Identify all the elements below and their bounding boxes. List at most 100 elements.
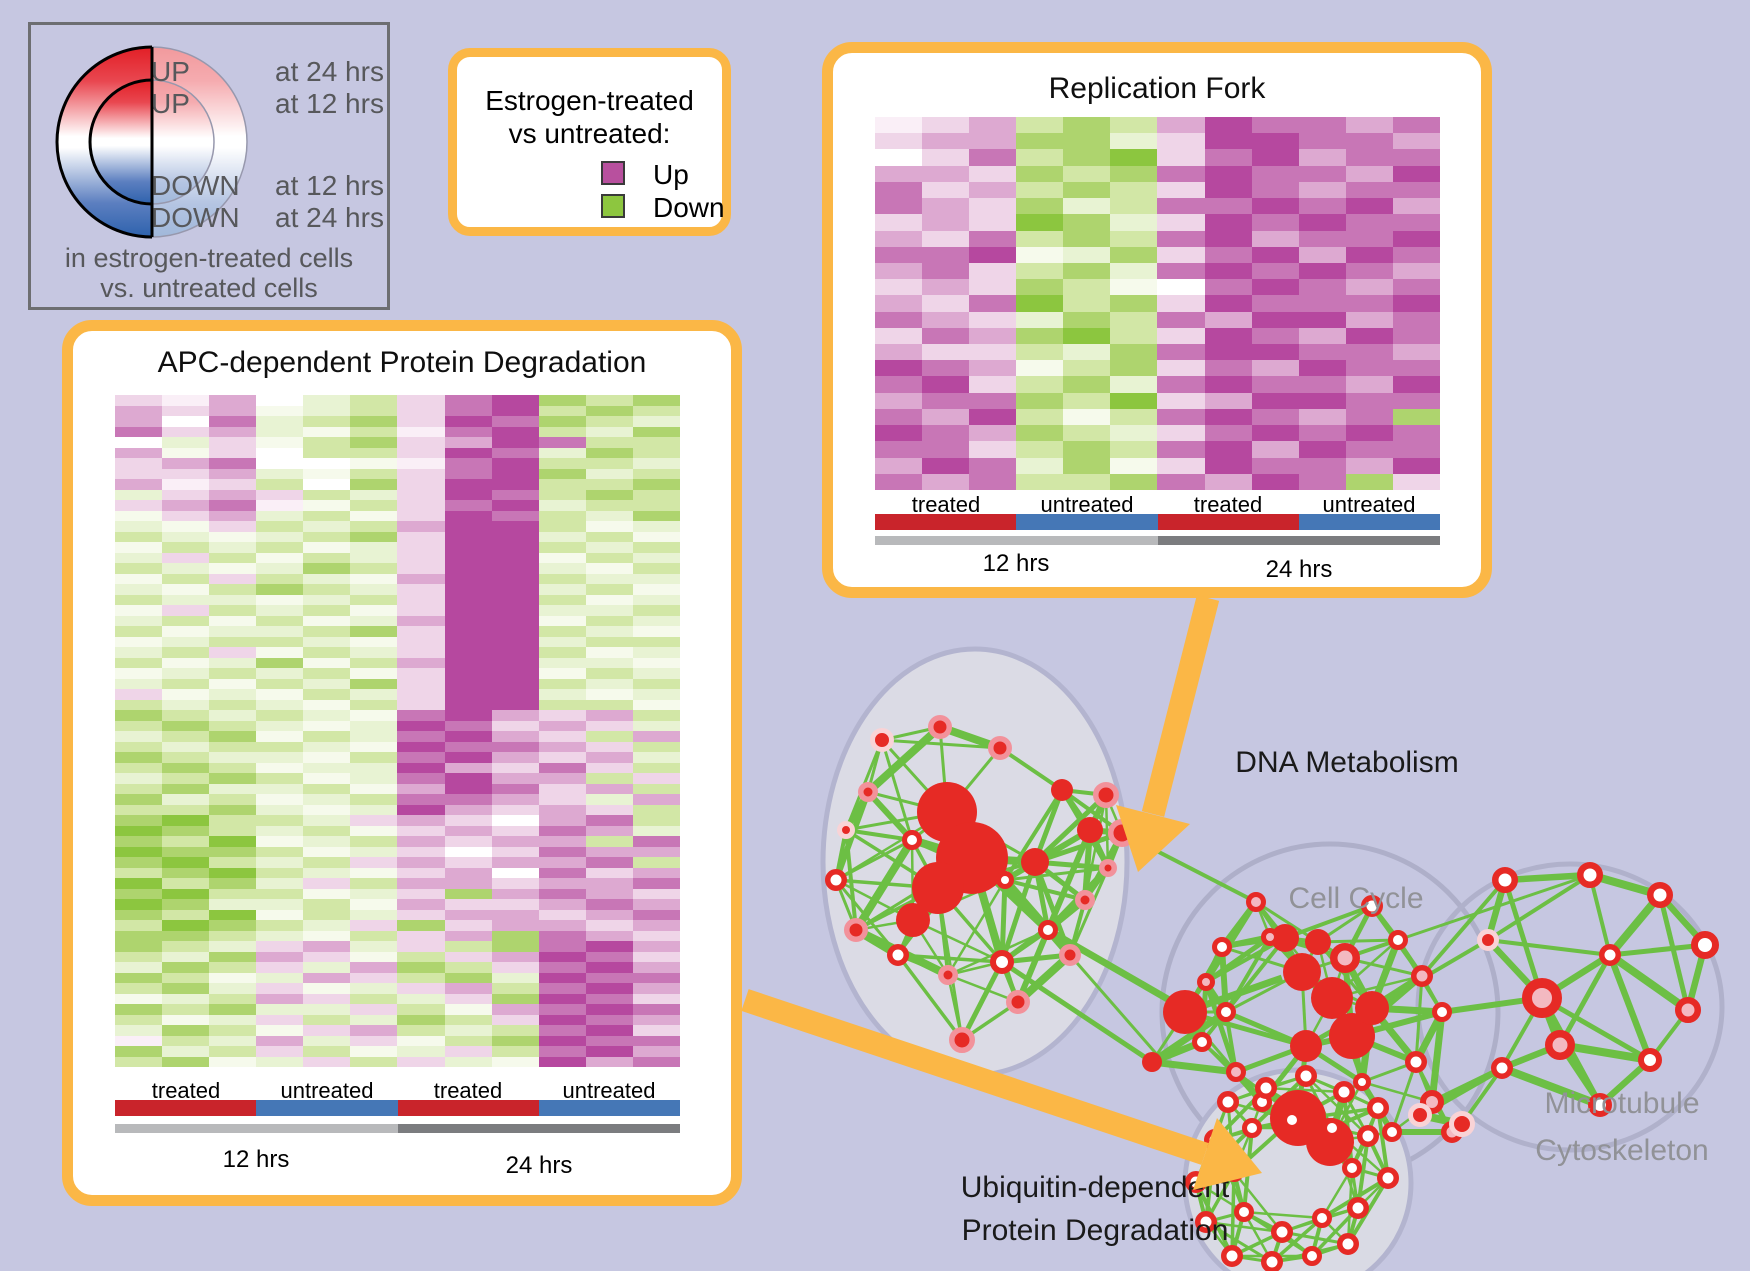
heatmap-cell <box>444 815 492 826</box>
heatmap-cell <box>162 689 210 700</box>
network-node <box>1330 943 1360 973</box>
heatmap-cell <box>585 405 633 416</box>
legend-time: at 12 hrs <box>275 170 384 201</box>
heatmap-cell <box>585 888 633 899</box>
heatmap-cell <box>444 405 492 416</box>
heatmap-cell <box>585 1046 633 1057</box>
heatmap-cell <box>1298 441 1346 458</box>
heatmap-cell <box>256 678 304 689</box>
network-node <box>928 715 952 739</box>
heatmap-cell <box>538 983 586 994</box>
heatmap-cell <box>209 962 257 973</box>
heatmap-cell <box>1392 246 1440 263</box>
heatmap-cell <box>632 1035 680 1046</box>
heatmap-cell <box>1298 376 1346 393</box>
network-node <box>1432 1002 1452 1022</box>
heatmap-cell <box>1392 214 1440 231</box>
heatmap-cell <box>444 762 492 773</box>
heatmap-cell <box>1251 181 1299 199</box>
heatmap-cell <box>162 773 210 784</box>
heatmap-cell <box>491 458 539 469</box>
heatmap-cell <box>585 752 633 763</box>
heatmap-cell <box>1204 441 1252 458</box>
heatmap-cell <box>1016 279 1064 296</box>
heatmap-cell <box>632 930 680 941</box>
heatmap-cell <box>209 888 257 899</box>
network-node <box>1059 944 1081 966</box>
heatmap-cell <box>115 752 163 763</box>
heatmap-cell <box>585 668 633 679</box>
heatmap-cell <box>1345 279 1393 296</box>
heatmap-cell <box>1204 149 1252 166</box>
heatmap-cell <box>115 920 163 931</box>
heatmap-cell <box>1298 181 1346 199</box>
heatmap-cell <box>303 542 351 553</box>
treated-bar-segment <box>115 1100 257 1116</box>
heatmap-cell <box>115 983 163 994</box>
heatmap-cell <box>162 657 210 668</box>
heatmap-cell <box>1110 214 1158 231</box>
panel-title: Replication Fork <box>1048 72 1266 105</box>
network-node <box>1197 973 1215 991</box>
cluster-label: Microtubule Cytoskeleton <box>1535 1087 1708 1167</box>
heatmap-cell <box>397 941 445 952</box>
heatmap-cell <box>1345 408 1393 426</box>
network-node <box>1271 1221 1293 1243</box>
heatmap-cell <box>632 962 680 973</box>
heatmap-cell <box>162 899 210 910</box>
bar-24hrs-segment <box>397 1124 680 1133</box>
heatmap-cell <box>1204 376 1252 393</box>
heatmap-cell <box>969 262 1017 280</box>
heatmap-cell <box>969 441 1017 458</box>
heatmap-cell <box>632 489 680 500</box>
heatmap-cell <box>397 510 445 521</box>
heatmap-cell <box>209 594 257 605</box>
heatmap-cell <box>256 762 304 773</box>
heatmap-cell <box>444 731 492 742</box>
network-edge <box>1361 1080 1433 1104</box>
heatmap-cell <box>875 262 923 280</box>
heatmap-cell <box>162 510 210 521</box>
heatmap-cell <box>209 920 257 931</box>
heatmap-cell <box>1298 473 1346 490</box>
heatmap-cell <box>350 573 398 584</box>
heatmap-cell <box>303 836 351 847</box>
network-node <box>1212 937 1232 957</box>
heatmap-cell <box>350 657 398 668</box>
heatmap-cell <box>444 993 492 1004</box>
heatmap-cell <box>209 993 257 1004</box>
heatmap-cell <box>632 468 680 479</box>
heatmap-cell <box>397 668 445 679</box>
heatmap-cell <box>256 983 304 994</box>
heatmap-cell <box>632 458 680 469</box>
heatmap-cell <box>303 395 351 406</box>
heatmap-cell <box>303 479 351 490</box>
heatmap-cell <box>115 542 163 553</box>
heatmap-cell <box>491 594 539 605</box>
heatmap-cell <box>209 1056 257 1067</box>
heatmap-cell <box>162 405 210 416</box>
heatmap-cell <box>209 615 257 626</box>
up-color-swatch <box>601 161 625 185</box>
network-edge <box>959 960 1005 1042</box>
heatmap-cell <box>969 473 1017 490</box>
heatmap-cell <box>1157 311 1205 328</box>
heatmap-cell <box>209 468 257 479</box>
heatmap-cell <box>491 1035 539 1046</box>
heatmap-cell <box>1063 425 1111 442</box>
heatmap-cell <box>491 794 539 805</box>
heatmap-cell <box>969 392 1017 409</box>
heatmap-cell <box>1345 473 1393 490</box>
heatmap-cell <box>632 647 680 658</box>
heatmap-cell <box>969 327 1017 345</box>
heatmap-cell <box>1392 262 1440 280</box>
heatmap-cell <box>491 836 539 847</box>
heatmap-cell <box>303 510 351 521</box>
heatmap-cell <box>1251 392 1299 409</box>
heatmap-cell <box>303 1014 351 1025</box>
heatmap-cell <box>162 468 210 479</box>
heatmap-cell <box>632 1025 680 1036</box>
heatmap-cell <box>350 962 398 973</box>
heatmap-cell <box>491 468 539 479</box>
heatmap-cell <box>538 479 586 490</box>
